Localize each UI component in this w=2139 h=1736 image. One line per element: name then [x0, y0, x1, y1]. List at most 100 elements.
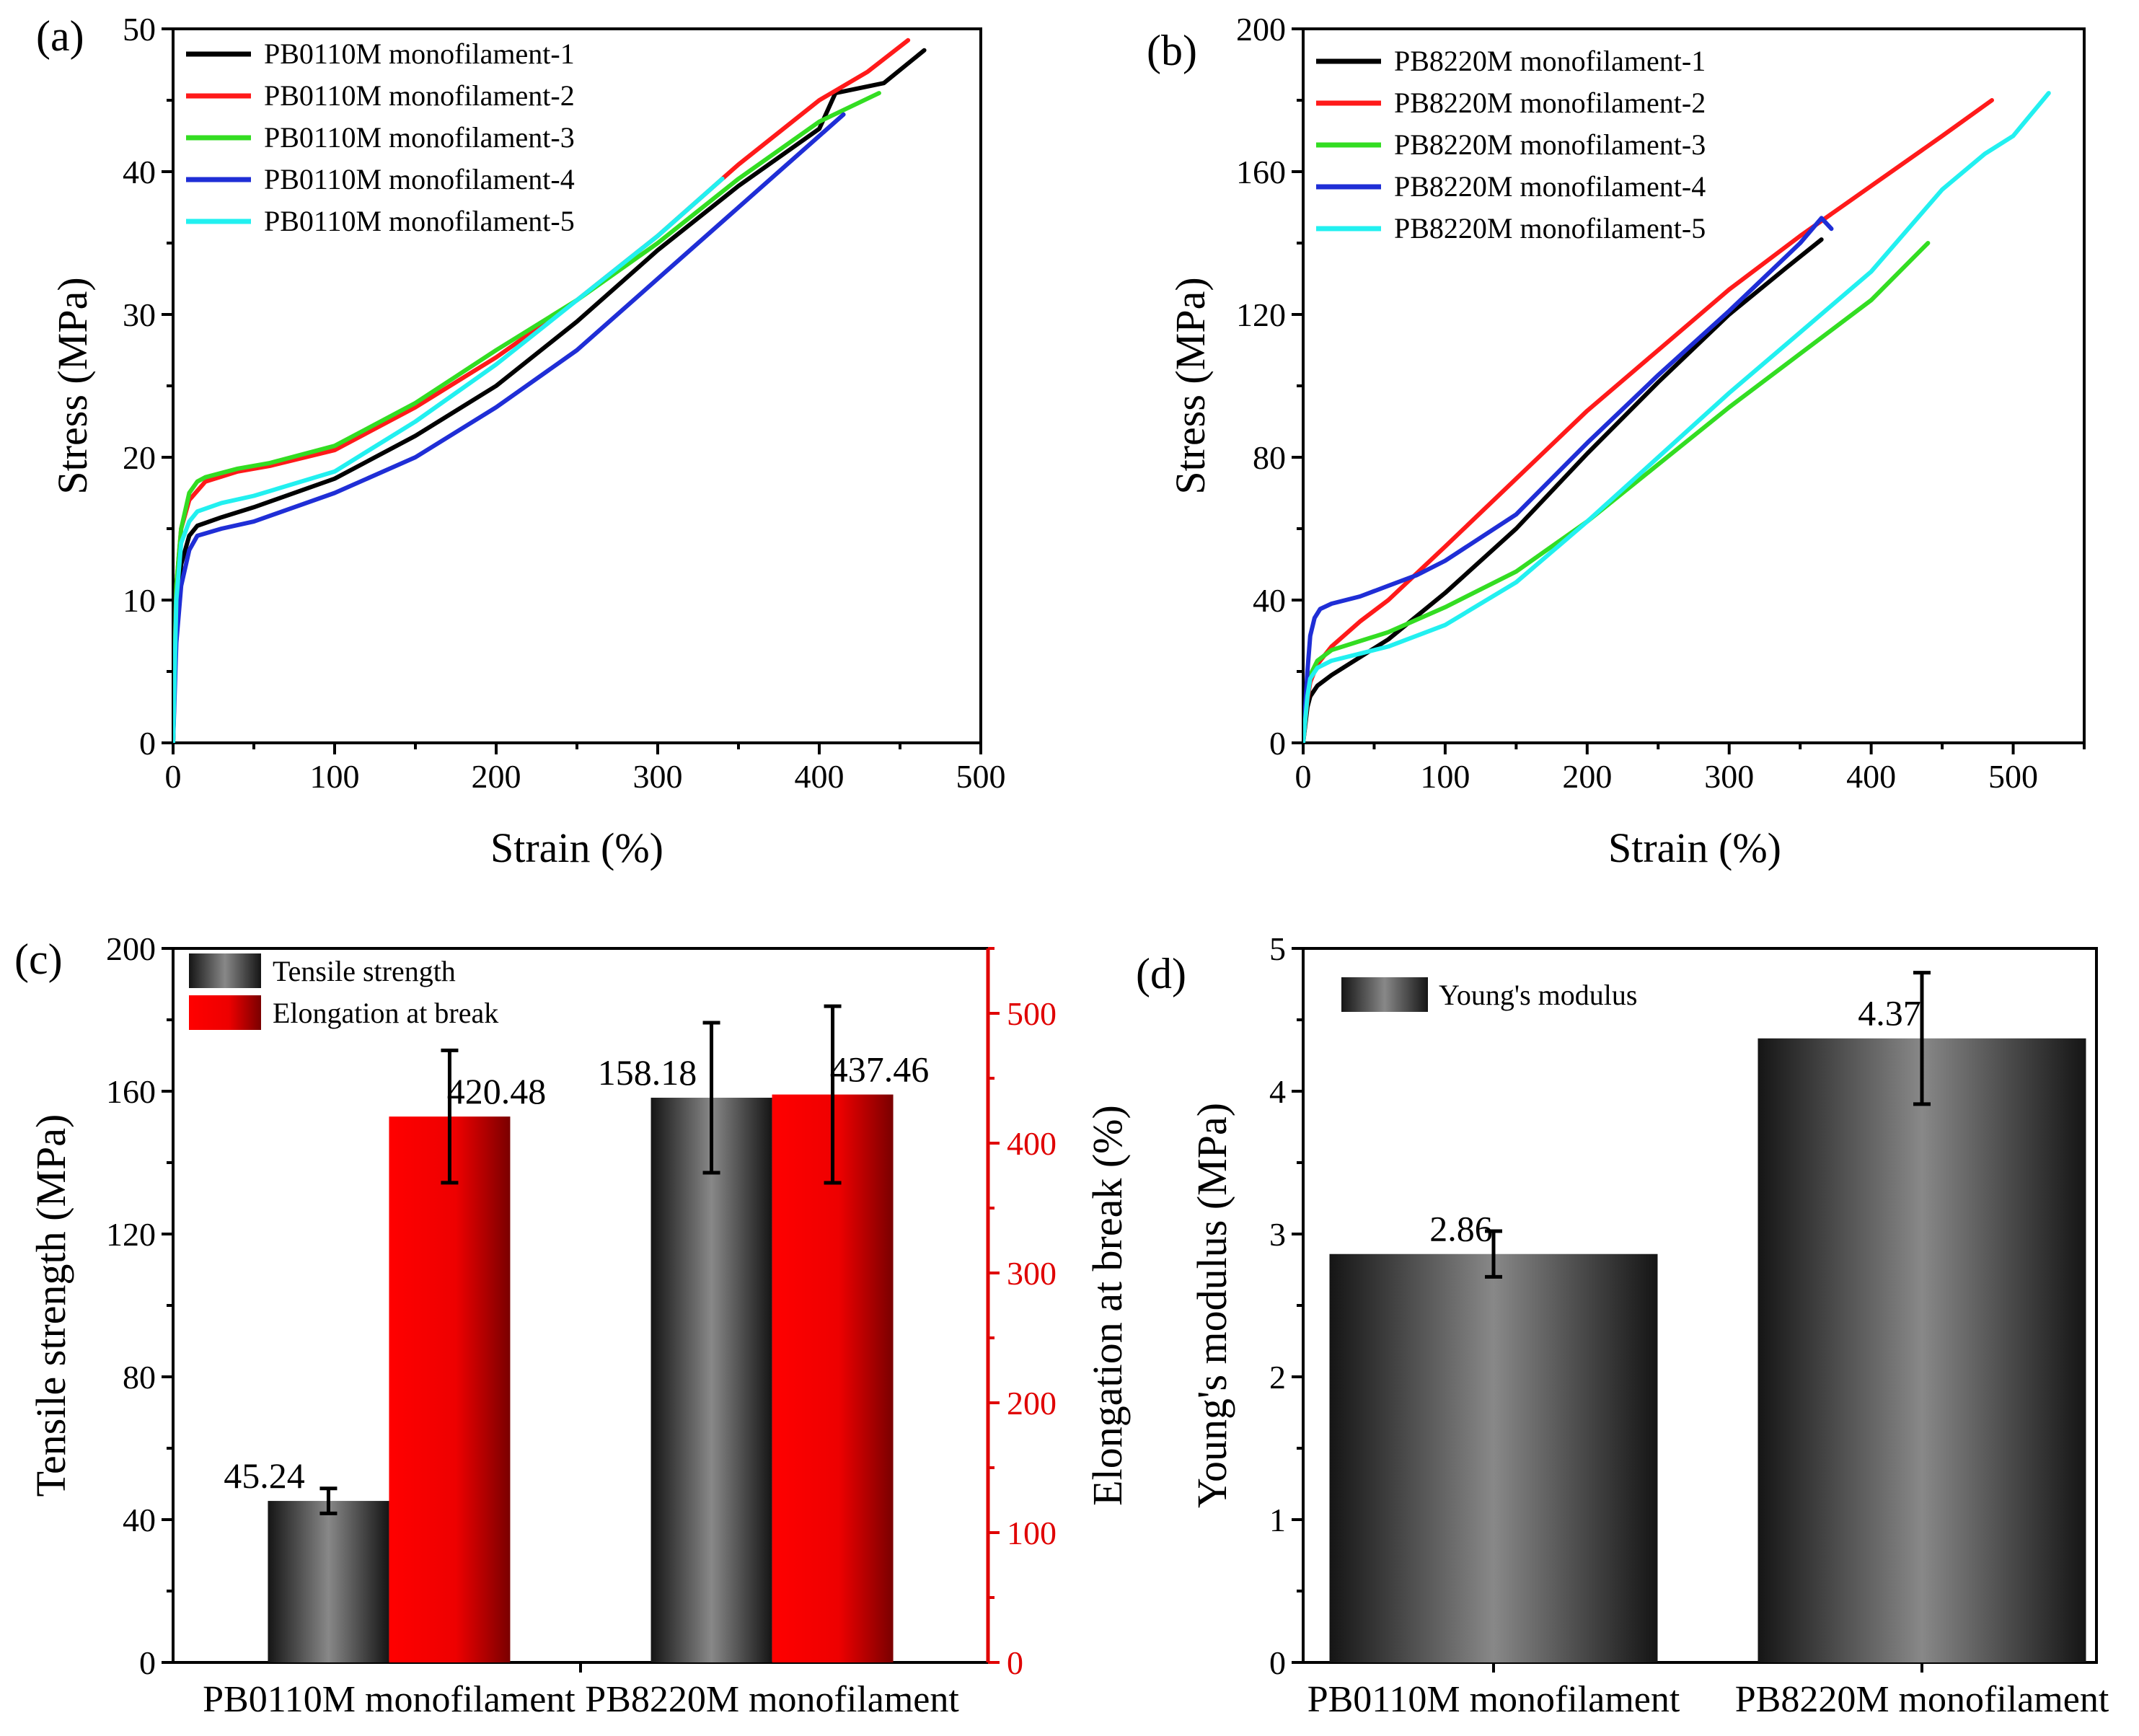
data-label-youngs-modulus: 4.37	[1858, 993, 1921, 1034]
bar-tensile-strength	[268, 1501, 389, 1662]
x-tick-label: 0	[1295, 758, 1312, 795]
data-label-tensile-strength: 45.24	[224, 1455, 305, 1496]
legend-label-1: Young's modulus	[1439, 979, 1637, 1011]
panel-a-label: (a)	[36, 12, 84, 60]
y-tick-label: 1	[1269, 1502, 1286, 1538]
data-label-youngs-modulus: 2.86	[1429, 1209, 1493, 1249]
x-tick-label: 200	[472, 758, 521, 795]
panel-c-ticks: 0 40 80 120 160 200 0 100 200 300 400 500 PB0110M mo…	[106, 930, 1057, 1720]
panel-b-legend: PB8220M monofilament-1 PB8220M monofilame…	[1316, 45, 1706, 244]
panel-d-ylabel: Young's modulus (MPa)	[1188, 1103, 1235, 1508]
y-tick-label: 0	[139, 1644, 156, 1681]
data-label-tensile-strength: 158.18	[598, 1052, 697, 1093]
y-tick-label: 160	[1236, 154, 1286, 190]
legend-label-1: PB0110M monofilament-1	[264, 38, 575, 70]
legend-label-1: PB8220M monofilament-1	[1394, 45, 1706, 77]
panel-d-bars: 2.86 4.37	[1329, 971, 2086, 1662]
series-line-5	[1303, 91, 2051, 743]
y2-tick-label: 200	[1007, 1385, 1057, 1422]
series-line-5	[173, 176, 725, 743]
bar-youngs-modulus	[1757, 1038, 2086, 1662]
panel-b-ylabel: Stress (MPa)	[1167, 277, 1214, 494]
y-tick-label: 0	[139, 725, 156, 762]
legend-label-5: PB8220M monofilament-5	[1394, 212, 1706, 244]
y-tick-label: 40	[123, 154, 156, 190]
x-tick-label: 0	[165, 758, 182, 795]
legend-label-4: PB0110M monofilament-4	[264, 163, 575, 195]
panel-d: (d) 0 1 2 3 4 5 PB0110M monofilament PB8220M mo…	[1136, 930, 2109, 1720]
x-category-label: PB8220M monofilament	[585, 1679, 959, 1720]
series-line-1	[1303, 237, 1824, 743]
panel-a-ylabel: Stress (MPa)	[49, 277, 96, 494]
bar-youngs-modulus	[1329, 1253, 1658, 1662]
y-tick-label: 200	[106, 930, 156, 967]
panel-b: (b) 0 100 200 300 400 500 0 40 80 120 160 200 Strai…	[1147, 11, 2086, 871]
x-tick-label: 200	[1562, 758, 1612, 795]
y-tick-label: 80	[1253, 439, 1286, 476]
series-line-1	[173, 48, 927, 743]
bar-tensile-strength	[650, 1098, 772, 1662]
y-tick-label: 10	[123, 582, 156, 619]
legend-label-5: PB0110M monofilament-5	[264, 205, 575, 237]
panel-d-legend: Young's modulus	[1341, 977, 1637, 1012]
legend-swatch-2	[189, 995, 261, 1030]
panel-b-xlabel: Strain (%)	[1608, 824, 1781, 871]
legend-swatch-1	[1341, 977, 1428, 1012]
x-tick-label: 500	[956, 758, 1006, 795]
data-label-elongation: 420.48	[447, 1071, 547, 1111]
panel-a-legend: PB0110M monofilament-1 PB0110M monofilame…	[186, 38, 575, 237]
y2-tick-label: 0	[1007, 1644, 1023, 1681]
y-tick-label: 3	[1269, 1216, 1286, 1253]
panel-d-ticks: 0 1 2 3 4 5 PB0110M monofilament PB8220M monofi…	[1269, 930, 2109, 1720]
x-tick-label: 100	[310, 758, 360, 795]
x-category-label: PB0110M monofilament	[1307, 1679, 1680, 1720]
x-tick-label: 300	[633, 758, 683, 795]
panel-a-ticks: 0 100 200 300 400 500 0 10 20 30 40 50	[123, 11, 1006, 795]
y-tick-label: 160	[106, 1073, 156, 1110]
x-tick-label: 400	[1846, 758, 1896, 795]
y2-tick-label: 500	[1007, 995, 1057, 1032]
x-tick-label: 100	[1420, 758, 1470, 795]
y2-tick-label: 400	[1007, 1125, 1057, 1162]
panel-b-series	[1303, 91, 2051, 743]
legend-label-1: Tensile strength	[273, 955, 456, 987]
x-tick-label: 400	[795, 758, 844, 795]
panel-d-label: (d)	[1136, 950, 1186, 997]
x-category-label: PB8220M monofilament	[1735, 1679, 2109, 1720]
y-tick-label: 2	[1269, 1359, 1286, 1396]
legend-label-3: PB8220M monofilament-3	[1394, 128, 1706, 161]
y-tick-label: 0	[1269, 725, 1286, 762]
x-tick-label: 500	[1988, 758, 2038, 795]
panel-c-bars: 45.24 420.48 158.18 437.46	[224, 1004, 930, 1662]
y-tick-label: 50	[123, 11, 156, 48]
series-line-3	[1303, 241, 1931, 743]
y-tick-label: 80	[123, 1359, 156, 1396]
panel-c-label: (c)	[14, 935, 63, 983]
panel-a-xlabel: Strain (%)	[490, 824, 663, 871]
y-tick-label: 20	[123, 439, 156, 476]
legend-label-2: PB8220M monofilament-2	[1394, 87, 1706, 119]
y-tick-label: 40	[123, 1502, 156, 1538]
legend-swatch-1	[189, 953, 261, 988]
panel-c-y2label: Elongation at break (%)	[1084, 1105, 1131, 1506]
y-tick-label: 120	[1236, 296, 1286, 333]
y-tick-label: 120	[106, 1216, 156, 1253]
y-tick-label: 4	[1269, 1073, 1286, 1110]
bar-elongation-at-break	[772, 1094, 894, 1662]
panel-a: (a) 0 100 200 300 400 500 0 10 20 30 40 50 Strain (…	[36, 11, 1006, 871]
panel-a-series	[173, 38, 927, 743]
panel-c-legend: Tensile strength Elongation at break	[189, 953, 498, 1030]
series-line-4	[173, 112, 846, 743]
bar-elongation-at-break	[389, 1116, 511, 1662]
legend-label-4: PB8220M monofilament-4	[1394, 170, 1706, 203]
data-label-elongation: 437.46	[830, 1049, 930, 1090]
legend-label-2: Elongation at break	[273, 997, 498, 1029]
y2-tick-label: 100	[1007, 1515, 1057, 1551]
y2-tick-label: 300	[1007, 1255, 1057, 1292]
y-tick-label: 5	[1269, 930, 1286, 967]
y-tick-label: 200	[1236, 11, 1286, 48]
panel-b-label: (b)	[1147, 27, 1197, 74]
legend-label-2: PB0110M monofilament-2	[264, 79, 575, 112]
panel-b-ticks: 0 100 200 300 400 500 0 40 80 120 160 200	[1236, 11, 2086, 795]
series-line-4	[1303, 216, 1834, 743]
